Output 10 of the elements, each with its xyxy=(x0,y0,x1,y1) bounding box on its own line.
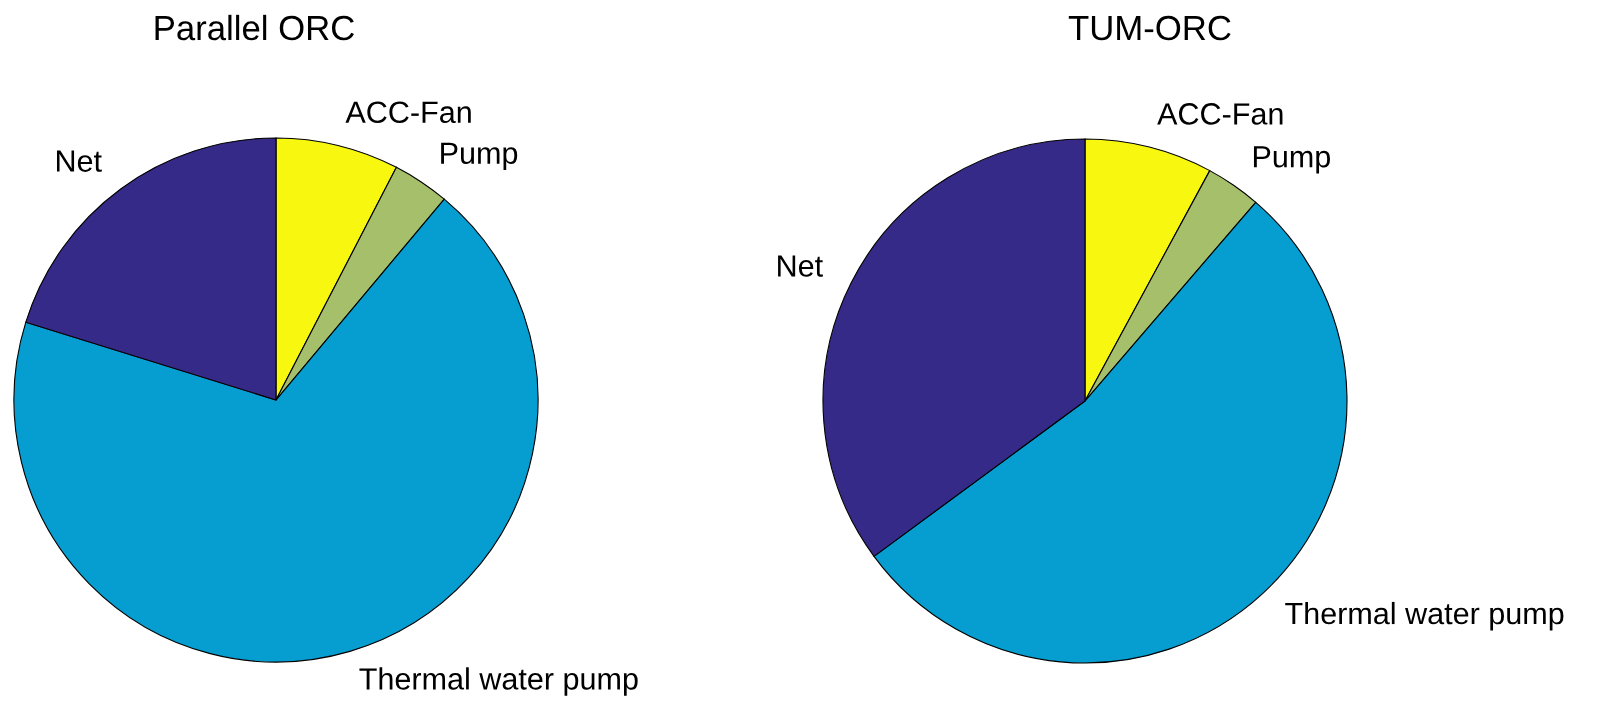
chart-title: Parallel ORC xyxy=(155,14,354,41)
slice-label: Thermal water pump xyxy=(359,667,638,696)
slice-label: ACC-Fan xyxy=(345,101,471,124)
slice-label: Pump xyxy=(1253,146,1330,174)
slice-label: ACC-Fan xyxy=(1157,103,1283,125)
slice-label: Net xyxy=(778,255,823,277)
slice-label: Thermal water pump xyxy=(1285,601,1564,631)
chart-title: TUM-ORC xyxy=(1068,15,1231,41)
slice-label: Pump xyxy=(441,142,518,170)
slice-label: Net xyxy=(56,150,102,172)
